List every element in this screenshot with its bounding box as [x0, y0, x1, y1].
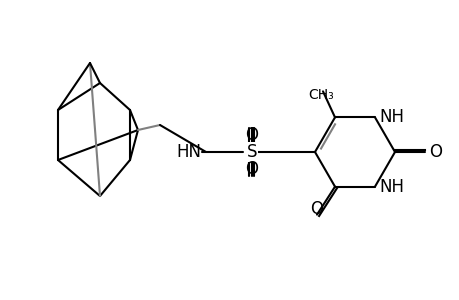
Text: O: O	[245, 126, 258, 144]
Text: O: O	[245, 160, 258, 178]
Text: O: O	[428, 143, 441, 161]
Text: NH: NH	[378, 108, 403, 126]
Text: O: O	[310, 200, 323, 217]
Text: HN: HN	[176, 143, 201, 161]
Text: CH₃: CH₃	[308, 88, 333, 102]
Text: S: S	[246, 143, 257, 161]
Text: NH: NH	[378, 178, 403, 196]
